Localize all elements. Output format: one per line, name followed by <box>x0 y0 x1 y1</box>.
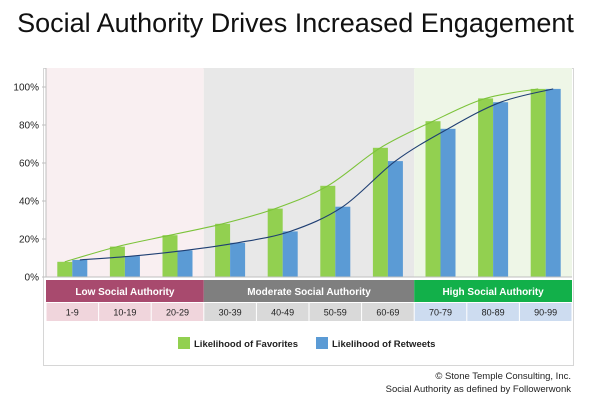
bar-favorites <box>478 98 494 278</box>
y-tick-label: 60% <box>19 159 39 170</box>
legend-label-1: Likelihood of Retweets <box>332 339 435 350</box>
category-cell <box>519 303 572 321</box>
category-label: 10-19 <box>113 308 136 318</box>
category-label: 1-9 <box>66 308 79 318</box>
category-label: 80-89 <box>482 308 505 318</box>
category-label: 50-59 <box>324 308 347 318</box>
category-cell <box>414 303 467 321</box>
category-label: 90-99 <box>534 308 557 318</box>
bar-retweets <box>282 231 298 277</box>
y-tick-label: 80% <box>19 121 39 132</box>
category-cell <box>467 303 519 321</box>
legend-label-0: Likelihood of Favorites <box>194 339 298 350</box>
bar-retweets <box>493 102 509 277</box>
bar-retweets <box>335 206 351 277</box>
legend: Likelihood of Favorites Likelihood of Ret… <box>178 337 435 350</box>
category-cell <box>151 303 204 321</box>
bar-retweets <box>124 256 140 277</box>
category-label: 40-49 <box>271 308 294 318</box>
bar-favorites <box>57 261 73 277</box>
y-tick-label: 100% <box>13 83 39 94</box>
band-header-label: Moderate Social Authority <box>247 287 371 298</box>
bar-favorites <box>215 223 231 277</box>
band-header-1 <box>203 280 415 302</box>
legend-swatch-1 <box>316 337 328 349</box>
chart-title: Social Authority Drives Increased Engage… <box>17 8 574 38</box>
band-bg-0 <box>46 68 204 277</box>
bar-retweets <box>177 250 193 277</box>
category-label: 30-39 <box>219 308 242 318</box>
bar-favorites <box>320 185 336 277</box>
y-tick-label: 40% <box>19 197 39 208</box>
category-label: 60-69 <box>376 308 399 318</box>
category-cell <box>309 303 362 321</box>
category-cell <box>46 303 99 321</box>
bar-retweets <box>387 161 403 277</box>
category-cell <box>204 303 256 321</box>
bar-favorites <box>267 208 283 277</box>
bar-retweets <box>440 128 456 277</box>
band-headers: Low Social Authority Moderate Social Auth… <box>46 280 572 302</box>
trend-retweets <box>79 88 554 261</box>
band-header-2 <box>414 280 572 302</box>
bars <box>57 88 561 278</box>
bar-favorites <box>530 88 546 278</box>
category-label: 70-79 <box>429 308 452 318</box>
bar-retweets <box>230 242 246 277</box>
y-tick-label: 0% <box>25 273 40 284</box>
band-header-label: Low Social Authority <box>75 287 175 298</box>
trend-lines <box>46 88 572 278</box>
legend-swatch-0 <box>178 337 190 349</box>
copyright-text: © Stone Temple Consulting, Inc. <box>435 371 571 382</box>
band-header-label: High Social Authority <box>442 287 544 298</box>
source-note: Social Authority as defined by Followerw… <box>385 384 571 395</box>
category-cells: 1-9 10-19 20-29 30-39 40-49 50-59 60-69 70-79 80… <box>46 303 572 321</box>
category-cell <box>99 303 151 321</box>
band-header-0 <box>46 280 204 302</box>
bar-favorites <box>162 235 178 277</box>
bar-favorites <box>425 121 441 277</box>
category-cell <box>362 303 414 321</box>
bar-favorites <box>109 246 125 277</box>
bar-retweets <box>72 259 88 277</box>
y-tick-label: 20% <box>19 235 39 246</box>
category-cell <box>256 303 309 321</box>
y-axis: 0% 20% 40% 60% 80% 100% <box>13 68 47 284</box>
trend-favorites <box>64 88 539 263</box>
category-label: 20-29 <box>166 308 189 318</box>
bar-retweets <box>545 88 561 278</box>
bar-favorites <box>372 147 388 277</box>
